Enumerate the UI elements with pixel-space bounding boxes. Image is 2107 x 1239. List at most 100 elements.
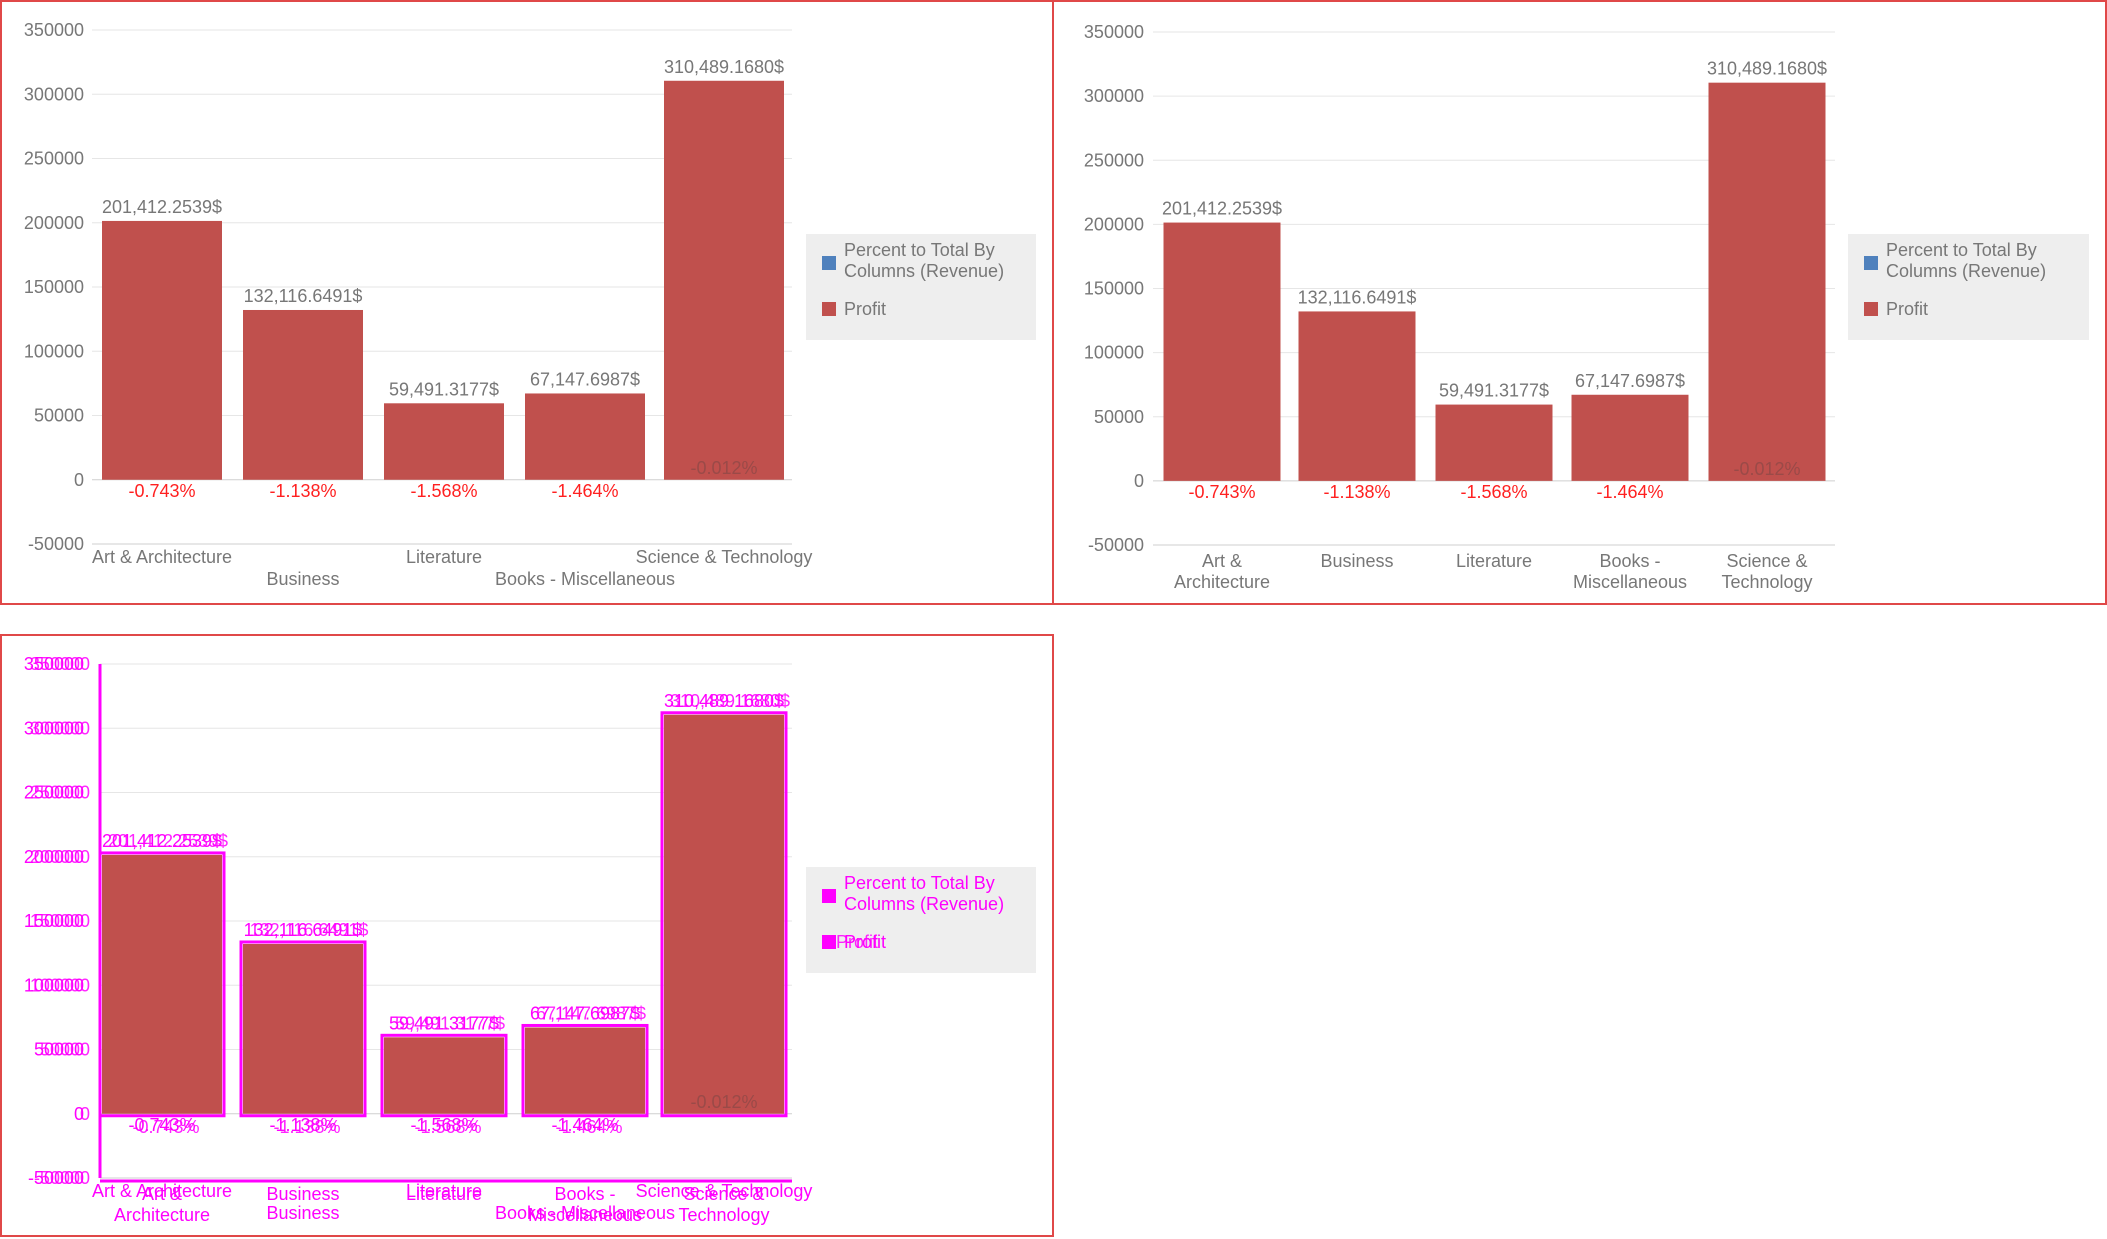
y-tick-label: 200000 <box>1084 214 1144 234</box>
bar-value-label: 201,412.2539$ <box>102 831 222 851</box>
bar-value-label-ghost: 201,412.2539$ <box>108 831 228 851</box>
y-tick-label: 100000 <box>24 975 84 995</box>
category-label: Business <box>266 569 339 589</box>
bar <box>102 220 222 480</box>
legend-swatch-revenue <box>1864 256 1878 270</box>
category-label: Books - Miscellaneous <box>495 569 675 589</box>
bar <box>1435 404 1553 481</box>
y-tick-label-ghost: 150000 <box>30 911 90 931</box>
category-label-line: Technology <box>1721 572 1812 592</box>
bar-outline-overlay <box>521 1023 649 1118</box>
bar <box>1708 82 1826 481</box>
percent-label: -1.138% <box>1323 482 1390 502</box>
y-tick-label: 50000 <box>34 406 84 426</box>
percent-label-ghost: -1.568% <box>414 1117 481 1137</box>
bar-value-label: 59,491.3177$ <box>389 1013 499 1033</box>
legend-label-profit: Profit <box>1886 299 1928 319</box>
bar-value-label-ghost: 132,116.6491$ <box>250 920 369 940</box>
percent-label: -0.012% <box>1733 459 1800 479</box>
y-tick-label: 100000 <box>24 341 84 361</box>
category-label-line: Science & <box>683 1184 764 1204</box>
percent-label: -1.568% <box>410 1115 477 1135</box>
y-tick-label: 50000 <box>34 1040 84 1060</box>
category-label-line: Architecture <box>1174 572 1270 592</box>
bar <box>664 714 784 1114</box>
y-tick-label: -50000 <box>1088 535 1144 555</box>
y-tick-label: 300000 <box>1084 86 1144 106</box>
bar-value-label: 132,116.6491$ <box>244 920 363 940</box>
y-tick-label: 350000 <box>24 654 84 674</box>
y-tick-label: 0 <box>74 1104 84 1124</box>
legend-label-profit: Profit <box>844 299 886 319</box>
bar-value-label: 59,491.3177$ <box>1439 381 1549 401</box>
bar-value-label: 67,147.6987$ <box>1575 371 1685 391</box>
bar <box>664 80 784 480</box>
category-label: Science & Technology <box>636 1181 813 1201</box>
category-label-line: Business <box>1320 551 1393 571</box>
y-tick-label: -50000 <box>28 534 84 554</box>
bar-outline-overlay <box>380 1033 508 1118</box>
y-tick-label: 250000 <box>1084 150 1144 170</box>
y-tick-label: 200000 <box>24 213 84 233</box>
bar-value-label: 67,147.6987$ <box>530 369 640 389</box>
y-tick-label-ghost: 200000 <box>30 847 90 867</box>
percent-label-ghost: -1.464% <box>555 1117 622 1137</box>
legend-swatch-profit <box>822 302 836 316</box>
legend-label-profit-ghost: Profit <box>836 932 878 952</box>
category-label-line: Literature <box>1456 551 1532 571</box>
bar <box>384 1037 504 1114</box>
y-tick-label-ghost: 250000 <box>30 783 90 803</box>
bar-value-label: 310,489.1680$ <box>664 691 784 711</box>
percent-label-ghost: -1.138% <box>273 1117 340 1137</box>
category-label-line: Art & <box>142 1184 182 1204</box>
bar-value-label: 132,116.6491$ <box>1298 287 1417 307</box>
category-label-line: Miscellaneous <box>1573 572 1687 592</box>
percent-label: -1.568% <box>1460 482 1527 502</box>
y-tick-label-ghost: -50000 <box>34 1168 90 1188</box>
legend-label-revenue: Percent to Total By Columns (Revenue) <box>844 873 1004 914</box>
bar <box>1163 222 1281 481</box>
category-label: Literature <box>406 1181 482 1201</box>
bar-value-label: 201,412.2539$ <box>102 197 222 217</box>
legend-swatch-revenue <box>822 256 836 270</box>
percent-label: -0.743% <box>1188 482 1255 502</box>
category-label: Business <box>266 1203 339 1223</box>
bar-value-label-ghost: 67,147.6987$ <box>536 1003 646 1023</box>
legend-box <box>806 867 1036 973</box>
bar <box>243 943 363 1114</box>
category-label: Science & Technology <box>636 547 813 567</box>
legend-swatch-profit <box>822 935 836 949</box>
percent-label: -1.138% <box>269 481 336 501</box>
y-tick-label: 0 <box>74 470 84 490</box>
y-tick-label-ghost: 350000 <box>30 654 90 674</box>
bar-chart-2: 350000 300000 250000 200000 150000 100000 5000… <box>1084 22 2089 592</box>
chart-panel-3: 350000 350000 300000 300000 250000 250000 2000… <box>0 634 1054 1237</box>
percent-label: -1.464% <box>551 481 618 501</box>
y-tick-label: 100000 <box>1084 343 1144 363</box>
y-tick-label: 200000 <box>24 847 84 867</box>
legend-label-revenue: Percent to Total By Columns (Revenue) <box>844 240 1004 281</box>
category-label-line: Art & <box>1202 551 1242 571</box>
bar <box>243 309 363 480</box>
chart-panel-1: 350000 300000 250000 200000 150000 100000 5000… <box>0 0 1054 605</box>
percent-label: -1.138% <box>269 1115 336 1135</box>
legend-swatch-profit <box>1864 302 1878 316</box>
bar-outline-overlay <box>660 711 788 1118</box>
bar-value-label: 132,116.6491$ <box>244 286 363 306</box>
category-label-line: Architecture <box>114 1205 210 1225</box>
percent-label-ghost: -0.743% <box>132 1117 199 1137</box>
legend-box <box>806 234 1036 340</box>
category-label-line: Science & <box>1726 551 1807 571</box>
bar-outline-overlay <box>98 851 226 1118</box>
percent-label: -1.464% <box>1596 482 1663 502</box>
category-label-line: Books - <box>554 1184 615 1204</box>
y-tick-label: 300000 <box>24 84 84 104</box>
chart-panel-2: 350000 300000 250000 200000 150000 100000 5000… <box>1052 0 2107 605</box>
bar <box>1571 394 1689 481</box>
bar-value-label-ghost: 310,489.1680$ <box>670 691 790 711</box>
percent-label: -0.743% <box>128 1115 195 1135</box>
legend-label-revenue: Percent to Total By Columns (Revenue) <box>1886 240 2046 281</box>
bar <box>525 393 645 480</box>
bar <box>1298 311 1416 481</box>
